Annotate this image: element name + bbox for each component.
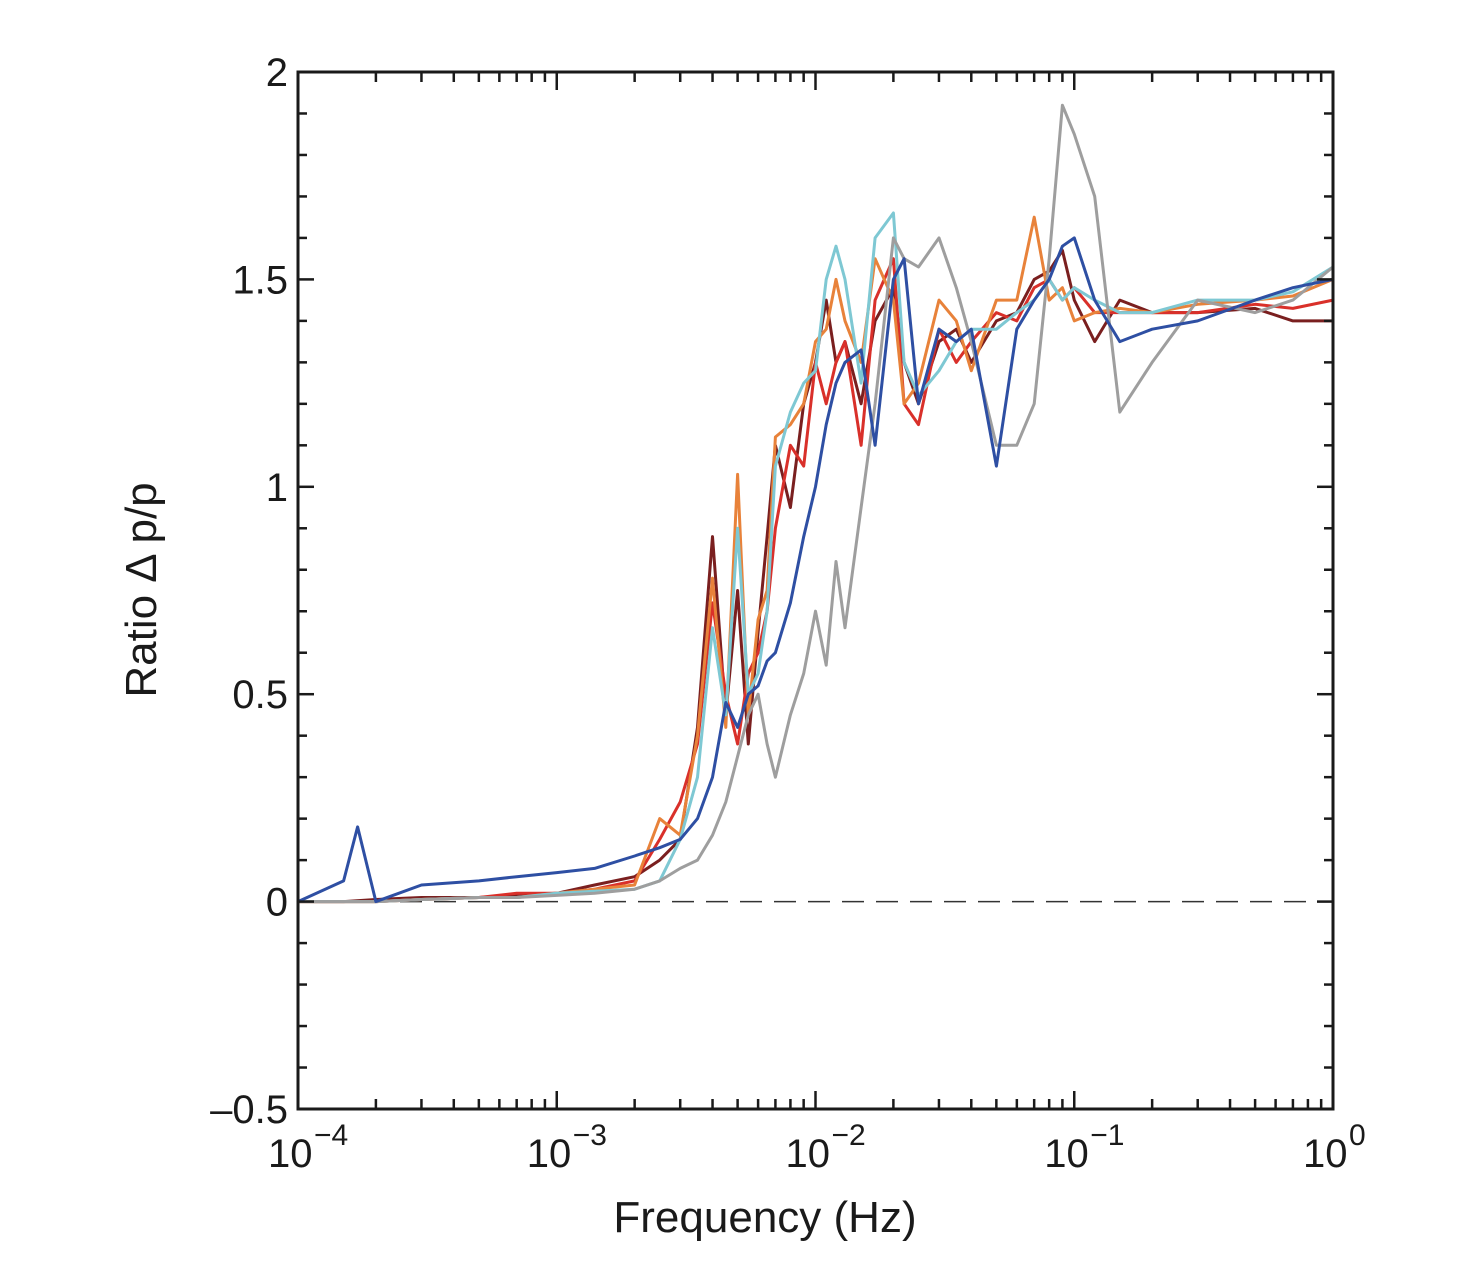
plot-area: [298, 72, 1333, 1109]
x-tick-label: 10: [1303, 1132, 1348, 1176]
x-tick-exponent: −1: [1090, 1119, 1124, 1152]
x-axis-title: Frequency (Hz): [613, 1193, 916, 1242]
y-tick-label: 1.5: [232, 258, 288, 302]
x-tick-exponent: −2: [832, 1119, 866, 1152]
y-tick-label: –0.5: [210, 1088, 288, 1132]
x-tick-label: 10: [1044, 1132, 1089, 1176]
x-tick-label: 10: [786, 1132, 831, 1176]
y-tick-label: 1: [266, 466, 288, 510]
x-tick-label: 10: [527, 1132, 572, 1176]
y-axis-title: Ratio Δ p/p: [117, 482, 166, 697]
series-line-1: [296, 248, 1335, 904]
series-line-5: [296, 103, 1335, 904]
x-tick-exponent: 0: [1349, 1119, 1366, 1152]
x-tick-exponent: −4: [314, 1119, 348, 1152]
y-tick-label: 2: [266, 51, 288, 95]
x-tick-exponent: −3: [573, 1119, 607, 1152]
plot-frame: [296, 70, 1335, 1111]
x-tick-label: 10: [268, 1132, 313, 1176]
series-line-3: [296, 215, 1335, 904]
y-tick-label: 0: [266, 881, 288, 925]
series-line-6: [296, 236, 1335, 904]
series-layer: [296, 103, 1335, 904]
y-tick-label: 0.5: [232, 673, 288, 717]
